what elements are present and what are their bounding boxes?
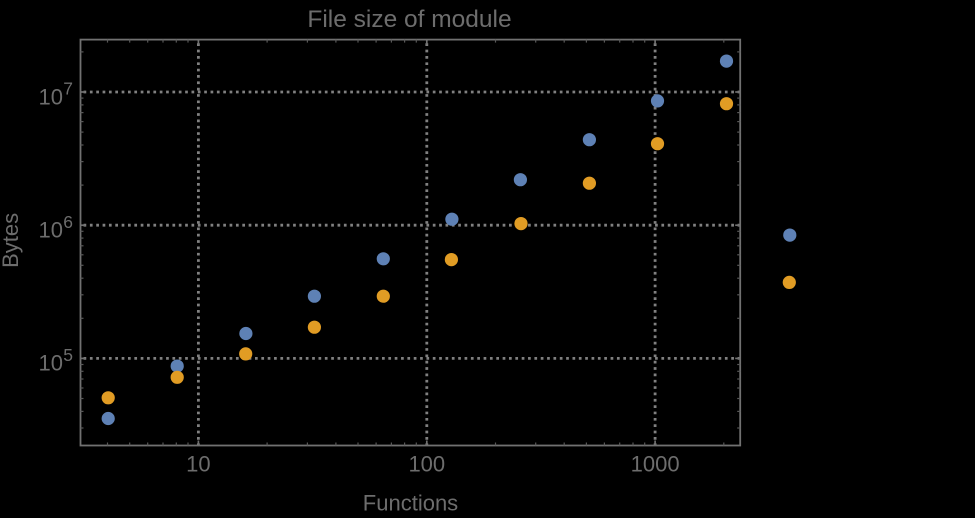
svg-text:7: 7 [63, 79, 73, 99]
svg-text:Bytes: Bytes [0, 213, 23, 268]
svg-text:10: 10 [39, 84, 63, 109]
svg-text:6: 6 [63, 212, 73, 232]
svg-text:10: 10 [39, 351, 63, 376]
svg-text:5: 5 [63, 345, 73, 365]
svg-text:File size of module: File size of module [307, 6, 511, 33]
svg-text:10: 10 [186, 452, 210, 477]
svg-text:10: 10 [39, 218, 63, 243]
svg-text:1000: 1000 [631, 452, 680, 477]
svg-text:100: 100 [408, 452, 445, 477]
svg-text:Functions: Functions [363, 491, 458, 514]
